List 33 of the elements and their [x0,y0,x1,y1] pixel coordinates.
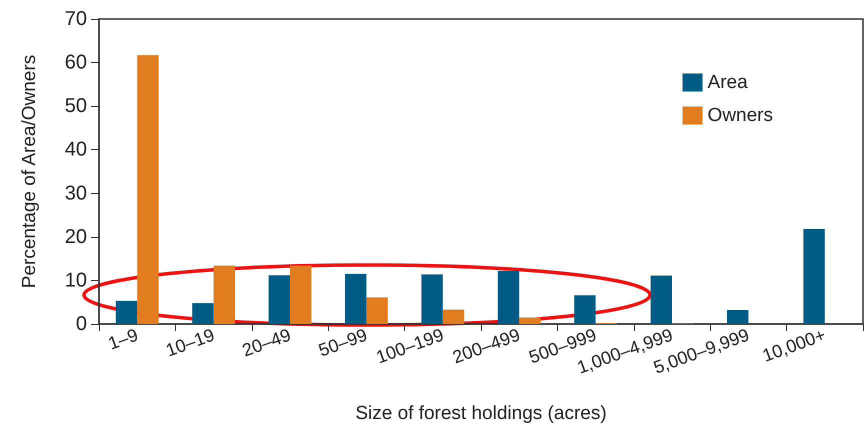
bar [366,297,388,324]
x-tick-label: 20–49 [240,324,294,361]
bar [498,270,520,324]
legend-label: Area [708,72,748,93]
bar [650,276,672,324]
y-tick-label: 60 [64,52,87,74]
bar [192,303,214,324]
bar [442,310,464,324]
bar [519,317,541,324]
bar [574,295,596,324]
y-tick-label: 10 [64,269,87,292]
y-tick-label: 40 [64,138,87,161]
y-tick-label: 30 [64,182,87,204]
bar [345,274,366,324]
x-tick-label: 10–19 [163,324,218,361]
y-tick-label: 0 [76,313,87,335]
bar [803,229,825,324]
x-tick-label: 50–99 [316,324,370,361]
y-tick-label: 20 [64,226,87,248]
bar [290,266,312,324]
x-tick-label: 1–9 [106,324,141,354]
bar [214,266,235,324]
x-axis-title: Size of forest holdings (acres) [355,403,607,424]
y-axis-title: Percentage of Area/Owners [19,54,40,288]
bar [421,274,443,324]
bar [727,310,748,324]
legend-label: Owners [708,105,774,126]
bar [116,300,138,324]
bar [137,55,159,324]
y-tick-label: 50 [64,95,87,118]
y-tick-label: 70 [64,8,87,30]
bar [268,275,290,324]
x-tick-label: 10,000+ [760,324,828,366]
